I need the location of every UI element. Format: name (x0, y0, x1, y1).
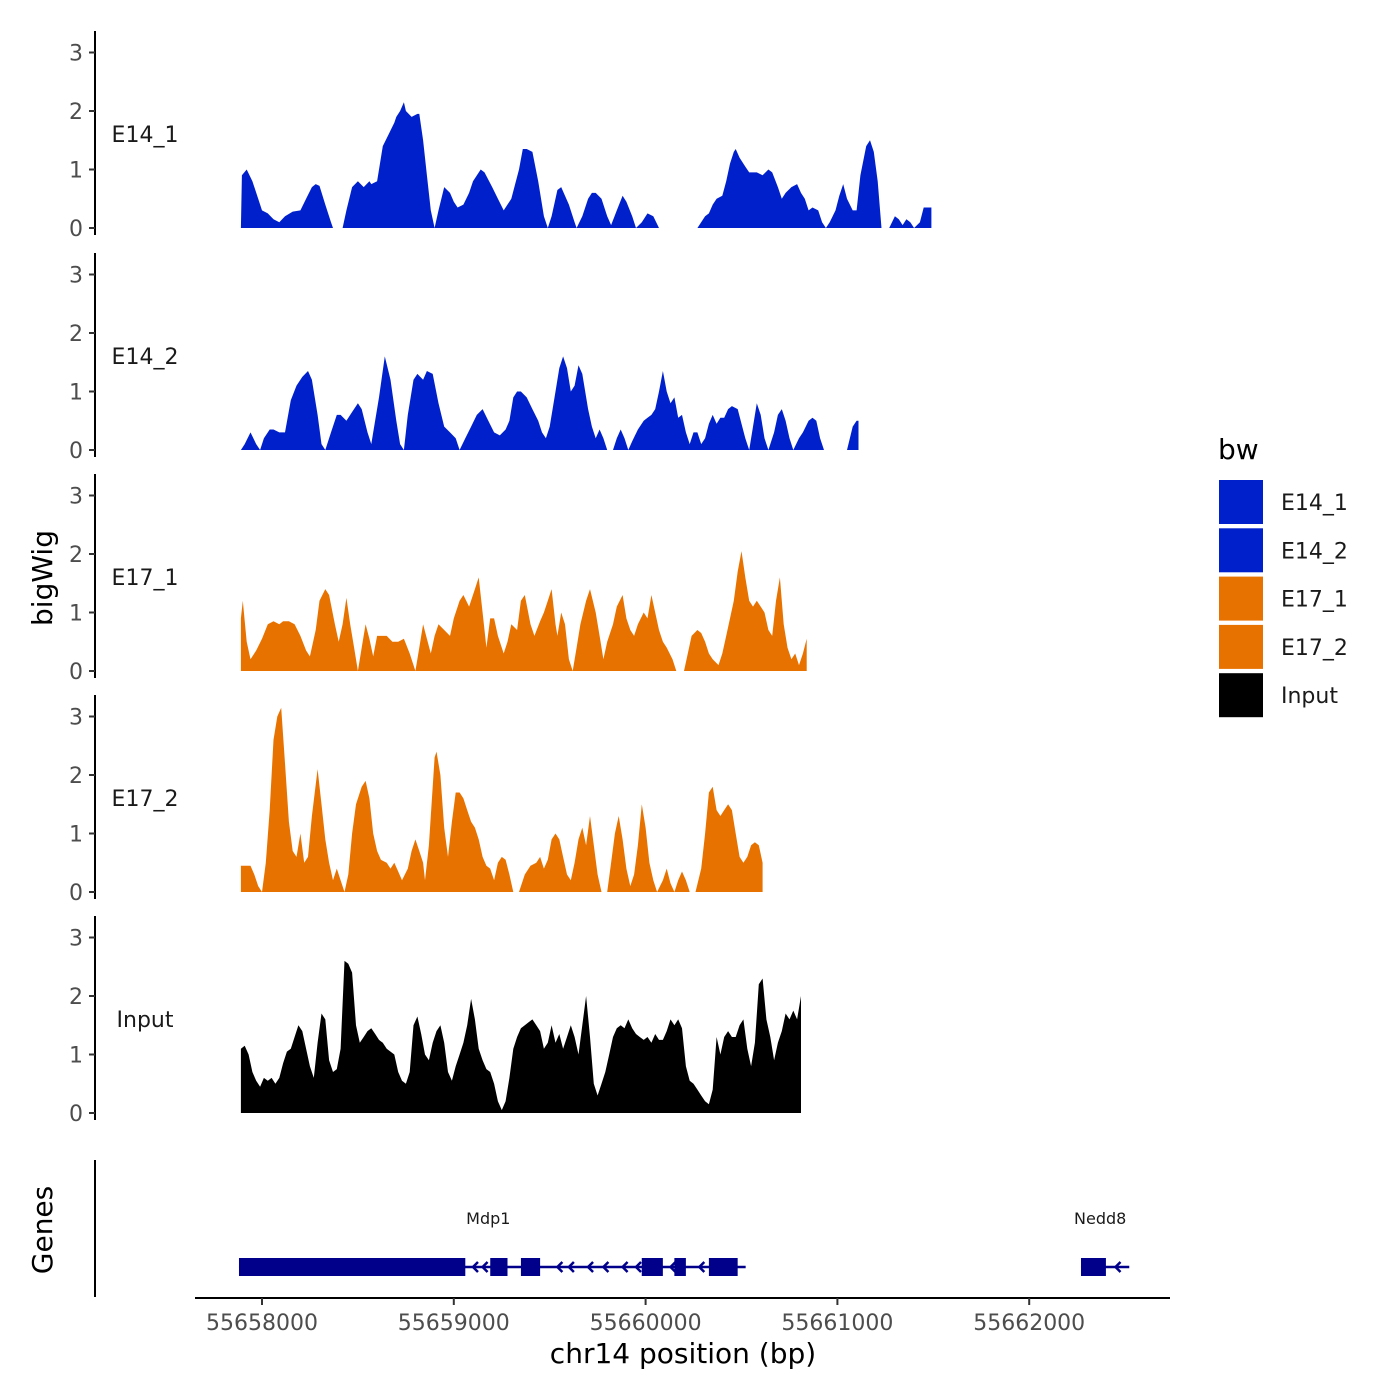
y-tick-label: 1 (69, 602, 83, 627)
legend-label: E14_1 (1281, 491, 1348, 516)
strand-arrow (601, 1261, 610, 1273)
genes-layer: Mdp1 Nedd8 (94, 1160, 1130, 1297)
gene-nedd8: Nedd8 (1074, 1209, 1130, 1276)
y-tick-label: 3 (69, 706, 83, 731)
gene-exon (238, 1258, 466, 1276)
strand-arrow (697, 1261, 706, 1273)
strand-arrow (480, 1261, 489, 1273)
strand-arrow (1113, 1261, 1122, 1273)
gene-exon (1080, 1258, 1106, 1276)
tracks-layer: 0 1 2 3 E14_1 0 1 2 3 E14_2 0 1 2 3 E17_1 0 1 2 3 E17_2 0 1 2 3… (69, 31, 932, 1127)
gene-label: Nedd8 (1074, 1209, 1126, 1228)
gene-label: Mdp1 (466, 1209, 510, 1228)
track-label: E14_1 (112, 123, 179, 148)
x-tick-label: 55659000 (398, 1311, 510, 1336)
x-tick-label: 55660000 (590, 1311, 702, 1336)
legend: E14_1 E14_2 E17_1 E17_2 Input (1219, 480, 1348, 718)
y-tick-label: 0 (69, 217, 83, 242)
x-tick-label: 55658000 (206, 1311, 318, 1336)
strand-arrow (567, 1261, 575, 1273)
gene-mdp1: Mdp1 (238, 1209, 746, 1276)
track-label: E17_1 (112, 566, 179, 591)
y-tick-label: 0 (69, 439, 83, 464)
coverage-area-e17_1 (240, 551, 807, 671)
track-e14_2: 0 1 2 3 E14_2 (69, 253, 859, 464)
gene-exon (641, 1258, 663, 1276)
y-tick-label: 0 (69, 1102, 83, 1127)
legend-swatch-e14_2 (1219, 528, 1263, 573)
coverage-area-e14_1 (240, 102, 932, 228)
y-tick-label: 1 (69, 159, 83, 184)
legend-title: bw (1218, 433, 1259, 466)
strand-arrow (634, 1261, 642, 1273)
y-tick-label: 3 (69, 42, 83, 67)
y-tick-label: 0 (69, 881, 83, 906)
track-e14_1: 0 1 2 3 E14_1 (69, 31, 932, 242)
x-tick-label: 55662000 (973, 1311, 1085, 1336)
track-label: Input (117, 1008, 174, 1033)
y-tick-label: 0 (69, 660, 83, 685)
legend-label: Input (1281, 684, 1338, 709)
y-tick-label: 2 (69, 100, 83, 125)
y-tick-label: 2 (69, 322, 83, 347)
strand-arrow (668, 1261, 677, 1273)
y-axis-title: bigWig (26, 530, 59, 626)
track-input: 0 1 2 3 Input (69, 916, 801, 1127)
x-axis-title: chr14 position (bp) (550, 1337, 816, 1370)
y-tick-label: 3 (69, 485, 83, 510)
legend-swatch-e14_1 (1219, 480, 1263, 524)
strand-arrow (586, 1261, 594, 1273)
y-tick-label: 3 (69, 927, 83, 952)
legend-swatch-e17_2 (1219, 624, 1263, 669)
legend-label: E17_1 (1281, 588, 1348, 613)
strand-arrow (471, 1261, 479, 1273)
strand-arrow (555, 1261, 564, 1273)
gene-exon (520, 1258, 541, 1276)
legend-label: E17_2 (1281, 636, 1348, 661)
y-tick-label: 2 (69, 985, 83, 1010)
track-label: E17_2 (112, 787, 179, 812)
y-tick-label: 1 (69, 381, 83, 406)
y-tick-label: 3 (69, 264, 83, 289)
x-axis: 55658000 55659000 55660000 55661000 55662000 (195, 1297, 1170, 1336)
y-tick-label: 1 (69, 1044, 83, 1069)
coverage-area-e14_2 (240, 356, 859, 450)
coverage-area-input (240, 960, 801, 1113)
y-tick-label: 2 (69, 764, 83, 789)
coverage-area-e17_2 (240, 707, 763, 892)
legend-swatch-input (1219, 673, 1263, 718)
track-e17_1: 0 1 2 3 E17_1 (69, 474, 807, 685)
track-label: E14_2 (112, 345, 179, 370)
x-tick-label: 55661000 (781, 1311, 893, 1336)
legend-swatch-e17_1 (1219, 576, 1263, 621)
gene-exon (490, 1258, 508, 1276)
y-tick-label: 1 (69, 823, 83, 848)
track-e17_2: 0 1 2 3 E17_2 (69, 695, 763, 906)
strand-arrow (620, 1261, 629, 1273)
gene-exon (708, 1258, 738, 1276)
y-tick-label: 2 (69, 543, 83, 568)
genes-axis-title: Genes (26, 1186, 59, 1274)
gene-exon (674, 1258, 686, 1276)
legend-label: E14_2 (1281, 539, 1348, 564)
